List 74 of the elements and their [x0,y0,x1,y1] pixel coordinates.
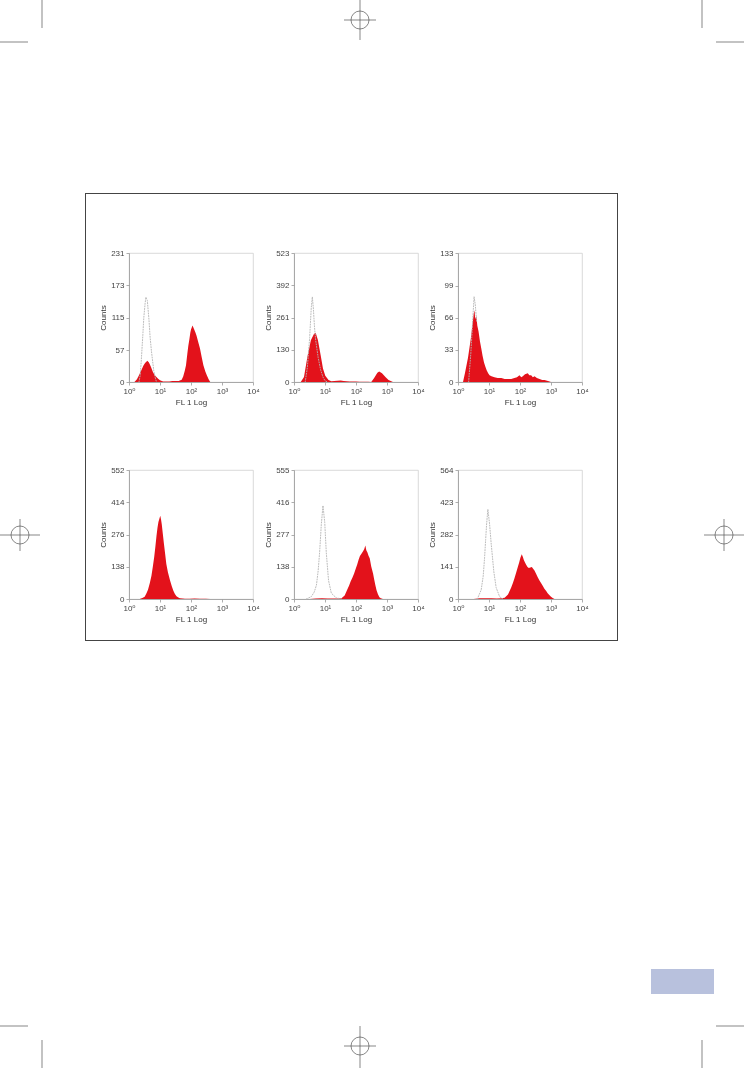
x-tick-label: 10³ [216,386,229,396]
x-tick-label: 10⁰ [287,603,301,613]
y-tick-label: 523 [275,248,290,258]
x-axis-title: FL 1 Log [504,614,537,624]
y-tick-label: 0 [449,594,455,604]
x-tick-label: 10² [185,603,198,613]
y-tick-label: 392 [275,280,290,290]
x-tick-label: 10³ [216,603,229,613]
y-tick-label: 0 [449,377,455,387]
x-tick-label: 10⁰ [452,386,465,396]
x-tick-label: 10⁴ [411,603,425,613]
y-tick-label: 0 [120,377,126,387]
y-axis-title: Counts [99,305,109,331]
y-tick-label: 141 [440,562,455,572]
x-tick-label: 10¹ [319,603,332,613]
y-tick-label: 423 [440,497,455,507]
y-tick-label: 0 [120,594,126,604]
y-tick-label: 564 [440,465,455,475]
y-tick-label: 416 [275,497,290,507]
x-tick-label: 10³ [381,386,394,396]
x-tick-label: 10⁴ [247,603,261,613]
y-tick-label: 414 [111,497,126,507]
y-tick-label: 0 [284,594,290,604]
y-tick-label: 33 [444,345,455,355]
x-axis-title: FL 1 Log [175,614,208,624]
x-tick-label: 10² [350,386,363,396]
y-axis-title: Counts [99,522,109,548]
x-tick-label: 10³ [381,603,394,613]
y-tick-label: 99 [444,281,455,291]
y-tick-label: 133 [440,248,455,258]
x-tick-label: 10⁴ [411,386,425,396]
y-tick-label: 552 [111,465,126,475]
y-tick-label: 261 [275,313,290,323]
y-tick-label: 130 [275,345,290,355]
y-axis-title: Counts [263,522,273,548]
x-tick-label: 10² [514,386,527,396]
x-axis-title: FL 1 Log [175,397,208,407]
x-tick-label: 10¹ [483,603,496,613]
y-tick-label: 231 [111,248,126,258]
y-tick-label: 138 [275,562,290,572]
y-tick-label: 57 [115,345,126,355]
line-series [468,296,478,383]
y-tick-label: 277 [275,530,290,540]
y-tick-label: 173 [111,280,126,290]
x-tick-label: 10¹ [483,386,496,396]
x-tick-label: 10⁰ [287,386,301,396]
line-series [138,296,157,383]
y-axis-title: Counts [428,305,438,331]
x-axis-title: FL 1 Log [340,614,372,624]
x-tick-label: 10² [185,386,198,396]
x-tick-label: 10⁰ [452,603,465,613]
y-axis-title: Counts [263,305,273,331]
x-tick-label: 10⁴ [576,386,590,396]
x-tick-label: 10¹ [154,386,167,396]
x-axis-title: FL 1 Log [340,397,372,407]
x-tick-label: 10² [514,603,527,613]
y-tick-label: 66 [444,313,455,323]
y-tick-label: 555 [275,465,290,475]
x-tick-label: 10⁴ [576,603,590,613]
x-tick-label: 10³ [545,603,558,613]
x-axis-title: FL 1 Log [504,397,537,407]
x-tick-label: 10¹ [154,603,167,613]
y-tick-label: 0 [284,377,290,387]
x-tick-label: 10³ [545,386,558,396]
x-tick-label: 10² [350,603,363,613]
y-axis-title: Counts [428,522,438,548]
y-tick-label: 276 [111,530,126,539]
x-tick-label: 10⁰ [123,386,136,396]
x-tick-label: 10¹ [319,386,332,396]
y-tick-label: 138 [111,562,126,572]
x-tick-label: 10⁰ [123,603,136,613]
y-tick-label: 115 [111,313,126,323]
x-tick-label: 10⁴ [247,386,261,396]
y-tick-label: 282 [440,530,455,539]
